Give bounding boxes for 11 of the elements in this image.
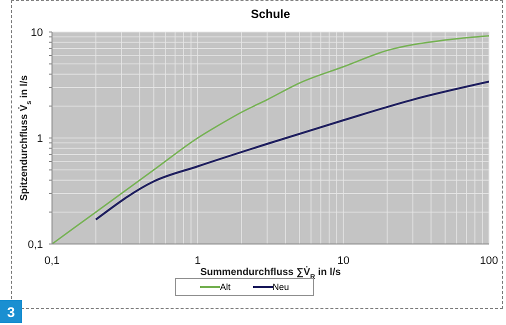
chart-title: Schule	[250, 7, 292, 21]
y-tick-label: 10	[30, 27, 43, 39]
x-tick-label: 1	[194, 255, 201, 267]
x-tick-label: 100	[480, 255, 498, 267]
legend-label: Alt	[218, 282, 230, 292]
text: 3	[0, 300, 22, 323]
y-tick-label: 0,1	[28, 239, 43, 251]
legend-label: Neu	[272, 282, 290, 292]
y-tick-label: 1	[36, 133, 43, 145]
x-tick-label: 10	[337, 255, 350, 267]
x-tick-label: 0,1	[44, 255, 60, 267]
